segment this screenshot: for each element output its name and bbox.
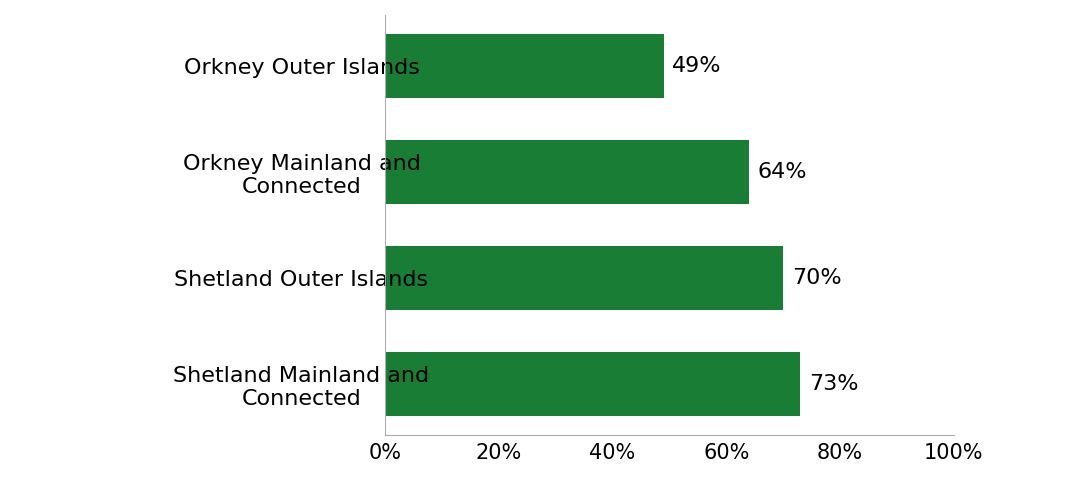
Bar [385, 352, 800, 416]
Text: 70%: 70% [791, 268, 841, 288]
Bar [385, 34, 663, 98]
Text: 64%: 64% [758, 162, 808, 182]
Text: 49%: 49% [672, 56, 722, 76]
Bar [385, 246, 783, 310]
Text: 73%: 73% [809, 374, 859, 394]
Bar [385, 140, 749, 204]
